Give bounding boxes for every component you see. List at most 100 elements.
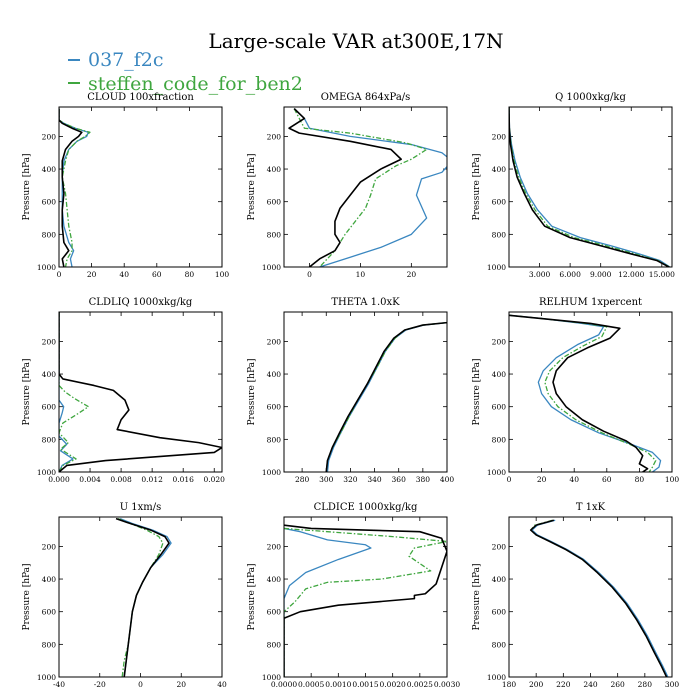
y-tick-label-t-200: 200 [492, 542, 507, 551]
x-tick-label-relhum-1: 20 [537, 475, 547, 484]
series-line-steffen-code-for-ben2-u [117, 518, 164, 677]
series-line-steffen-code-for-ben2-cldice [284, 527, 447, 677]
plot-frame-omega [283, 106, 448, 268]
x-tick-label-t-4: 260 [611, 680, 626, 689]
x-tick-label-t-5: 280 [638, 680, 653, 689]
y-tick-label-omega-800: 800 [267, 230, 282, 239]
x-tick-label-u-3: 20 [176, 680, 186, 689]
series-line-reference-cldice [284, 524, 447, 677]
y-axis-label-omega: Pressure [hPa] [247, 153, 257, 220]
y-tick-label-omega-600: 600 [267, 198, 282, 207]
x-tick-label-theta-2: 320 [343, 475, 358, 484]
series-line-steffen-code-for-ben2-theta [325, 321, 447, 472]
plot-frame-cldice [283, 516, 448, 678]
x-tick-label-cldice-5: 0.0025 [407, 680, 433, 689]
y-tick-label-theta-1000: 1000 [262, 468, 281, 477]
x-tick-label-theta-3: 340 [367, 475, 382, 484]
y-tick-label-relhum-200: 200 [492, 337, 507, 346]
x-tick-label-cloud-4: 80 [185, 270, 195, 279]
y-tick-label-cloud-600: 600 [42, 198, 57, 207]
x-tick-label-cloud-3: 60 [152, 270, 162, 279]
x-tick-label-q-0: 3.000 [529, 270, 551, 279]
y-tick-label-relhum-400: 400 [492, 370, 507, 379]
y-tick-label-t-1000: 1000 [487, 673, 506, 682]
y-tick-label-u-400: 400 [42, 575, 57, 584]
y-tick-label-cloud-800: 800 [42, 230, 57, 239]
x-tick-label-omega-1: 10 [356, 270, 366, 279]
x-tick-label-cldliq-4: 0.016 [172, 475, 194, 484]
legend: 037_f2c steffen_code_for_ben2 [68, 49, 303, 95]
y-tick-label-cldliq-200: 200 [42, 337, 57, 346]
series-group-relhum [509, 314, 662, 472]
x-tick-label-relhum-4: 80 [635, 475, 645, 484]
y-tick-label-cloud-400: 400 [42, 165, 57, 174]
y-tick-label-cldliq-800: 800 [42, 435, 57, 444]
x-tick-label-relhum-0: 0 [507, 475, 512, 484]
plot-frame-cloud [58, 106, 223, 268]
legend-label-steffen_code_for_ben2: steffen_code_for_ben2 [88, 73, 303, 95]
y-tick-label-q-400: 400 [492, 165, 507, 174]
panel-title-omega: OMEGA 864xPa/s [321, 92, 411, 103]
series-line-steffen-code-for-ben2-cldliq [59, 312, 90, 472]
x-tick-label-cloud-0: 0 [57, 270, 62, 279]
plot-frame-theta [283, 311, 448, 473]
panel-q: Q 1000xkg/kg Pressure [hPa] 200 400 600 800 10… [472, 92, 675, 279]
x-tick-label-theta-1: 300 [319, 475, 334, 484]
plot-frame-u [58, 516, 223, 678]
y-tick-label-omega-200: 200 [267, 132, 282, 141]
series-line-037-f2c-cldice [284, 527, 372, 677]
series-line-steffen-code-for-ben2-relhum [509, 314, 657, 472]
series-line-037-f2c-omega [293, 108, 447, 267]
y-tick-label-q-200: 200 [492, 132, 507, 141]
figure-title: Large-scale VAR at300E,17N [208, 29, 503, 53]
y-tick-label-u-1000: 1000 [37, 673, 56, 682]
panel-title-q: Q 1000xkg/kg [555, 92, 626, 103]
y-tick-label-cldice-1000: 1000 [262, 673, 281, 682]
x-tick-label-omega-0: 0 [307, 270, 312, 279]
y-axis-label-theta: Pressure [hPa] [247, 358, 257, 425]
x-tick-label-q-2: 9.000 [590, 270, 612, 279]
y-axis-label-q: Pressure [hPa] [472, 153, 482, 220]
plot-frame-cldliq [58, 311, 223, 473]
y-tick-label-relhum-800: 800 [492, 435, 507, 444]
x-tick-label-cldice-3: 0.0015 [352, 680, 378, 689]
series-line-reference-cldliq [59, 312, 222, 472]
x-tick-label-t-3: 240 [583, 680, 598, 689]
series-line-reference-t [529, 519, 668, 677]
x-tick-label-relhum-2: 40 [569, 475, 579, 484]
x-tick-label-theta-6: 400 [440, 475, 455, 484]
series-line-037-f2c-q [509, 107, 671, 267]
series-group-theta [325, 321, 447, 472]
plot-frame-relhum [508, 311, 673, 473]
x-tick-label-u-0: -40 [53, 680, 65, 689]
series-line-037-f2c-theta [326, 321, 447, 472]
x-tick-label-cldice-2: 0.0010 [325, 680, 351, 689]
y-axis-label-t: Pressure [hPa] [472, 563, 482, 630]
y-tick-label-cloud-1000: 1000 [37, 263, 56, 272]
x-tick-label-cldliq-2: 0.008 [110, 475, 132, 484]
series-group-q [509, 107, 671, 267]
legend-entry-037_f2c: 037_f2c [68, 49, 164, 71]
panel-title-t: T 1xK [576, 502, 606, 513]
panel-cldice: CLDICE 1000xkg/kg Pressure [hPa] 200 400 600… [247, 502, 460, 689]
x-tick-label-cldliq-3: 0.012 [141, 475, 163, 484]
series-group-cldice [284, 524, 447, 677]
series-group-cldliq [59, 312, 222, 472]
y-tick-label-u-200: 200 [42, 542, 57, 551]
series-line-reference-q [509, 107, 670, 267]
legend-label-037_f2c: 037_f2c [88, 49, 164, 71]
x-tick-label-theta-5: 380 [416, 475, 431, 484]
x-tick-label-u-2: 0 [138, 680, 143, 689]
y-tick-label-u-800: 800 [42, 640, 57, 649]
series-line-reference-omega [288, 108, 402, 267]
series-line-steffen-code-for-ben2-omega [293, 108, 428, 267]
y-tick-label-theta-600: 600 [267, 403, 282, 412]
y-axis-label-cldliq: Pressure [hPa] [22, 358, 32, 425]
series-line-reference-theta [325, 321, 447, 472]
x-tick-label-u-4: 40 [217, 680, 227, 689]
panel-theta: THETA 1.0xK Pressure [hPa] 200 400 600 800 100… [247, 297, 454, 484]
series-line-steffen-code-for-ben2-q [509, 107, 670, 267]
